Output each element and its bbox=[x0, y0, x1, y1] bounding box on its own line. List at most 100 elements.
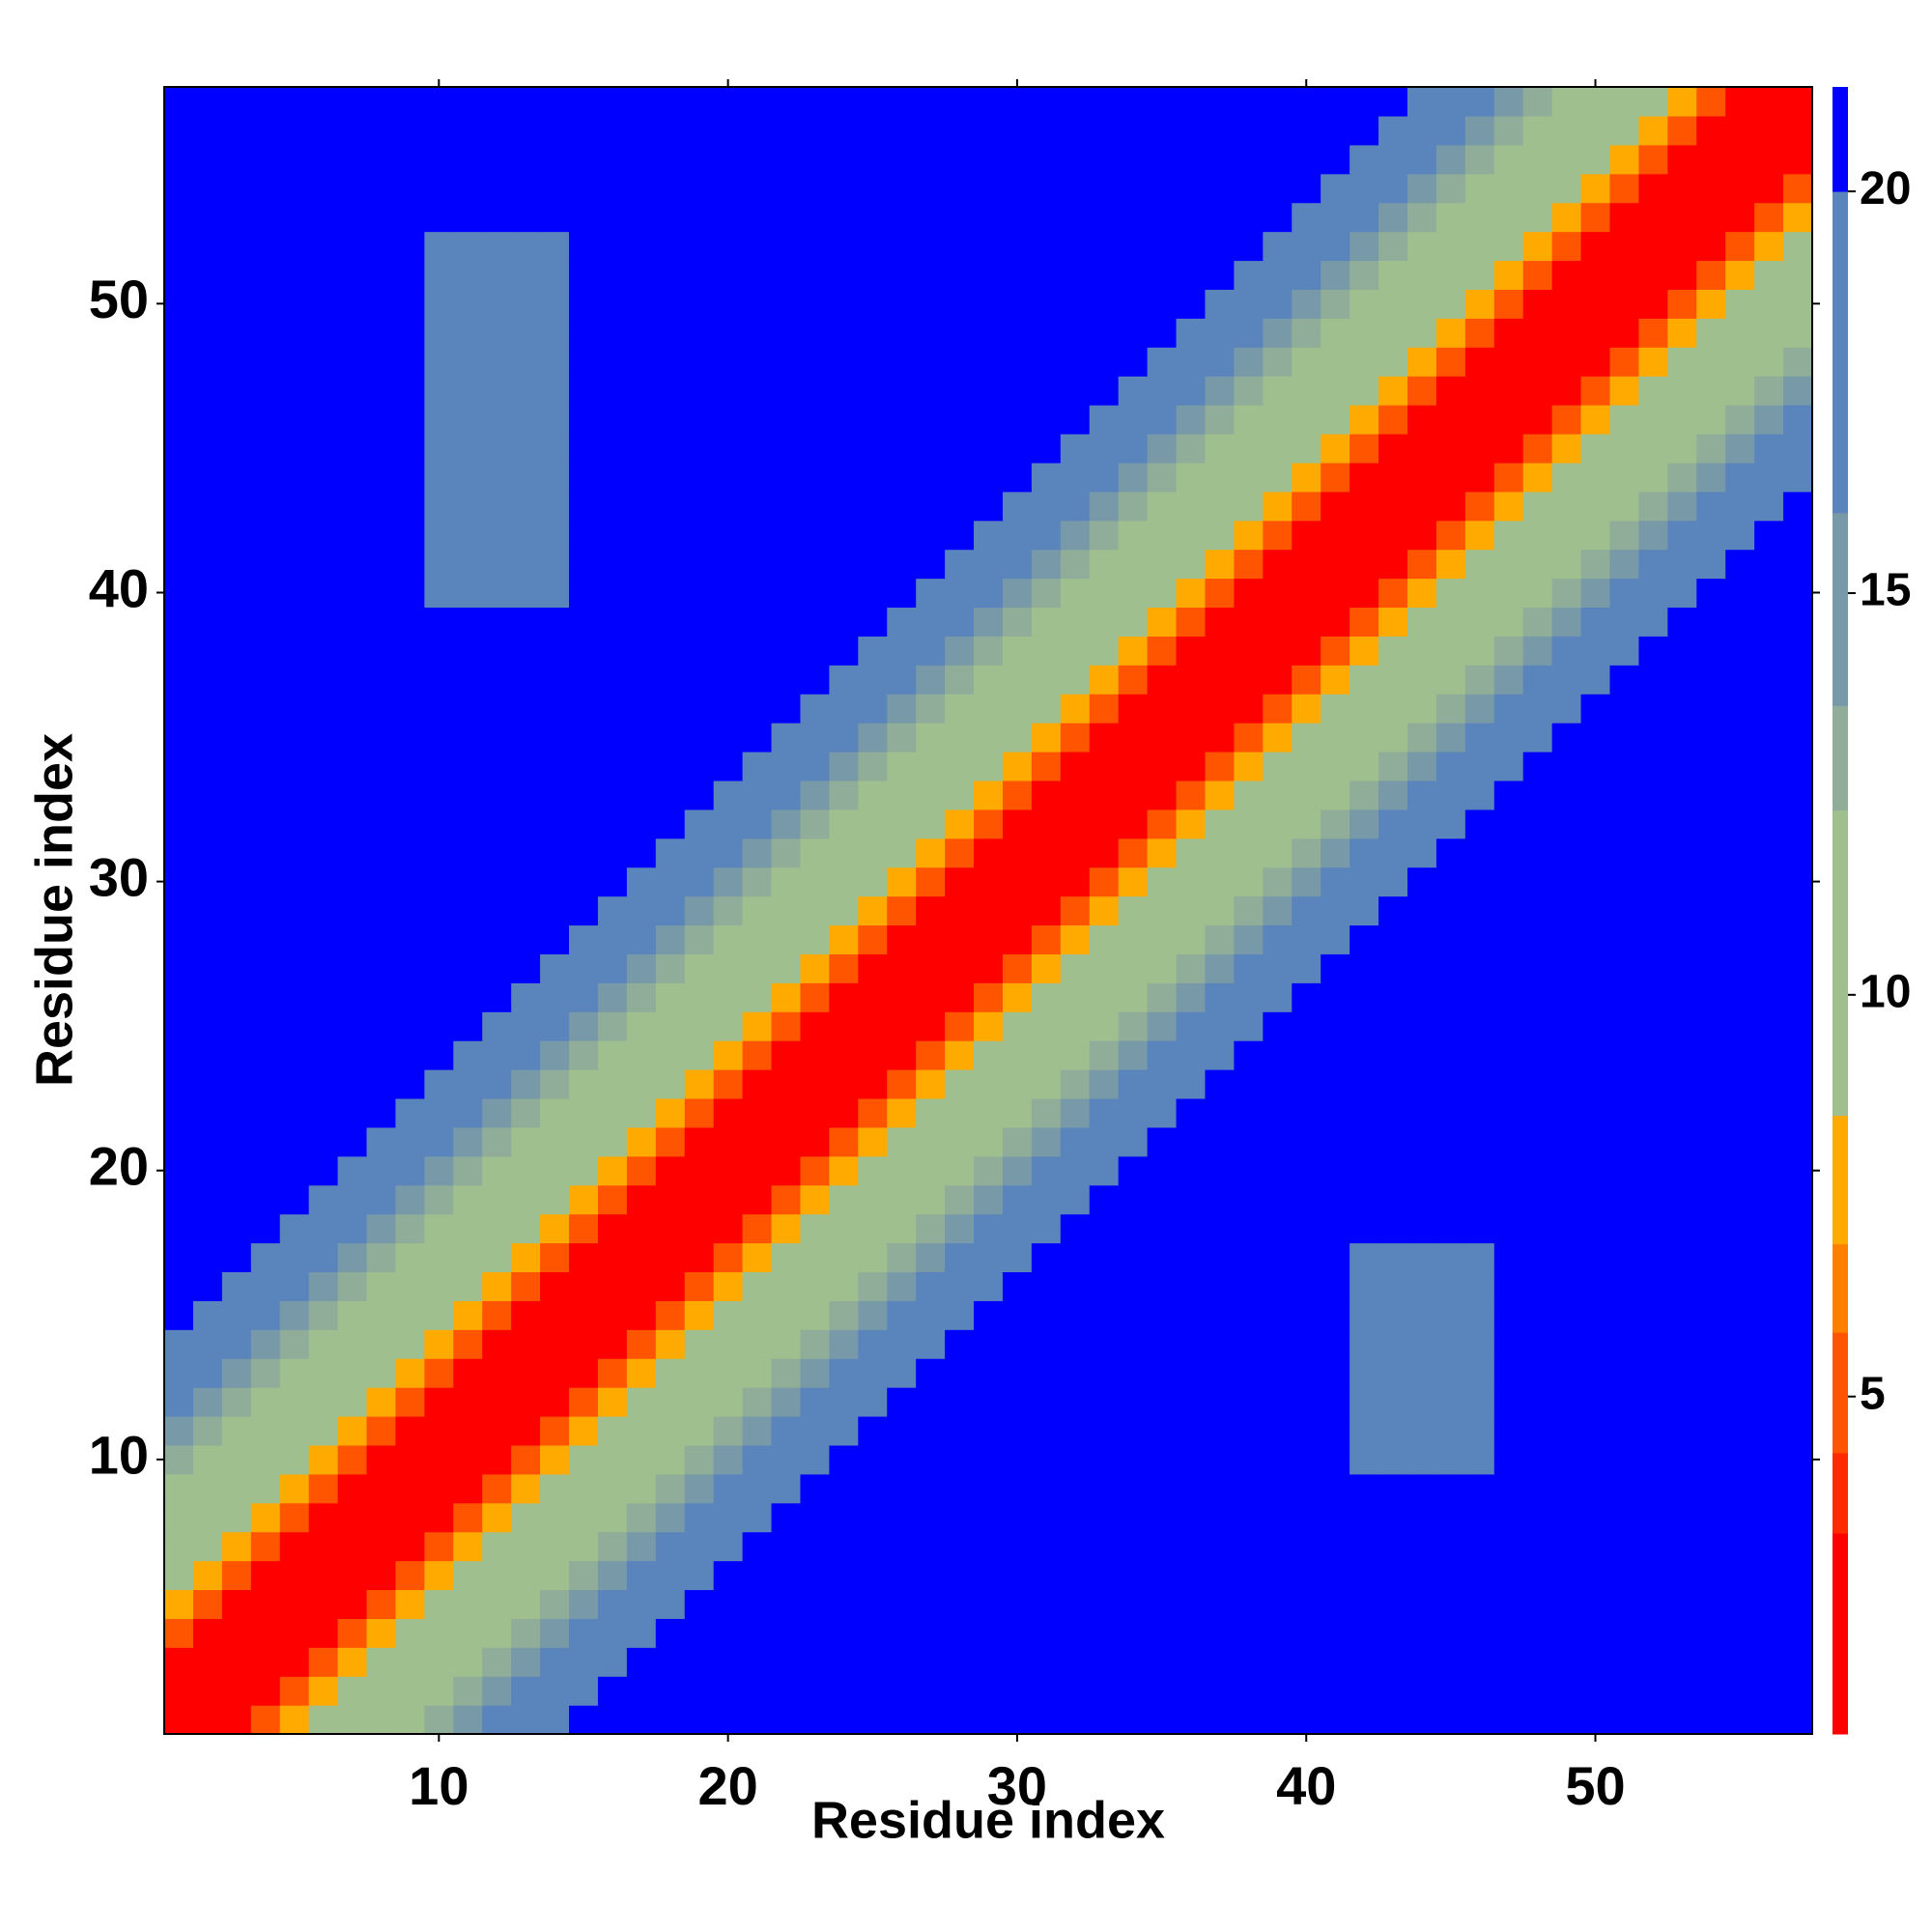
heatmap-cell bbox=[1667, 751, 1697, 781]
heatmap-cell bbox=[1638, 1705, 1668, 1735]
heatmap-cell bbox=[1234, 723, 1264, 753]
heatmap-cell bbox=[1350, 1560, 1379, 1591]
heatmap-cell bbox=[511, 1560, 541, 1591]
heatmap-cell bbox=[1406, 751, 1437, 781]
heatmap-cell bbox=[482, 723, 512, 753]
heatmap-cell bbox=[626, 665, 657, 695]
heatmap-cell bbox=[1147, 1589, 1178, 1619]
heatmap-cell bbox=[626, 838, 657, 868]
heatmap-cell bbox=[279, 260, 310, 290]
heatmap-cell bbox=[1263, 665, 1293, 695]
heatmap-cell bbox=[1234, 867, 1264, 897]
heatmap-cell bbox=[250, 347, 281, 377]
heatmap-cell bbox=[1031, 347, 1062, 377]
heatmap-cell bbox=[1147, 1618, 1178, 1648]
heatmap-cell bbox=[482, 1415, 512, 1446]
heatmap-cell bbox=[1089, 1647, 1120, 1677]
heatmap-cell bbox=[279, 433, 310, 464]
heatmap-cell bbox=[1551, 1184, 1582, 1215]
heatmap-cell bbox=[164, 982, 194, 1012]
heatmap-cell bbox=[482, 1329, 512, 1359]
heatmap-cell bbox=[1522, 1271, 1553, 1301]
heatmap-cell bbox=[192, 1444, 223, 1475]
heatmap-cell bbox=[742, 867, 773, 897]
heatmap-cell bbox=[1263, 1329, 1293, 1359]
x-axis-title: Residue index bbox=[811, 1791, 1165, 1849]
heatmap-cell bbox=[1667, 376, 1697, 406]
heatmap-cell bbox=[1464, 520, 1495, 551]
heatmap-cell bbox=[395, 578, 425, 609]
heatmap-cell bbox=[1725, 115, 1755, 146]
heatmap-cell bbox=[540, 520, 570, 551]
heatmap-cell bbox=[250, 318, 281, 348]
heatmap-cell bbox=[1725, 1040, 1755, 1070]
heatmap-cell bbox=[308, 1271, 339, 1301]
heatmap-cell bbox=[1205, 1647, 1236, 1677]
heatmap-cell bbox=[1089, 867, 1120, 897]
heatmap-cell bbox=[279, 1387, 310, 1417]
heatmap-cell bbox=[597, 982, 628, 1012]
heatmap-cell bbox=[1350, 231, 1379, 262]
heatmap-cell bbox=[1551, 578, 1582, 609]
heatmap-cell bbox=[771, 115, 802, 146]
heatmap-cell bbox=[1638, 462, 1668, 493]
heatmap-cell bbox=[164, 809, 194, 839]
heatmap-cell bbox=[684, 1502, 715, 1533]
heatmap-cell bbox=[511, 462, 541, 493]
heatmap-cell bbox=[1147, 1271, 1178, 1301]
heatmap-cell bbox=[684, 1589, 715, 1619]
heatmap-cell bbox=[1292, 1618, 1321, 1648]
heatmap-cell bbox=[1205, 1155, 1236, 1186]
heatmap-cell bbox=[1435, 87, 1466, 117]
heatmap-cell bbox=[453, 87, 483, 117]
heatmap-cell bbox=[1234, 1126, 1264, 1157]
heatmap-cell bbox=[250, 173, 281, 204]
heatmap-cell bbox=[1060, 780, 1091, 810]
heatmap-cell bbox=[424, 1097, 454, 1128]
heatmap-cell bbox=[1031, 1300, 1062, 1330]
heatmap-cell bbox=[1089, 433, 1120, 464]
heatmap-cell bbox=[1089, 289, 1120, 319]
heatmap-cell bbox=[1783, 1300, 1813, 1330]
heatmap-cell bbox=[1406, 1184, 1437, 1215]
heatmap-cell bbox=[1118, 607, 1149, 637]
heatmap-cell bbox=[1031, 231, 1062, 262]
heatmap-cell bbox=[221, 520, 252, 551]
heatmap-cell bbox=[540, 318, 570, 348]
heatmap-cell bbox=[569, 1069, 599, 1099]
heatmap-cell bbox=[858, 1589, 888, 1619]
heatmap-cell bbox=[916, 1502, 946, 1533]
heatmap-cell bbox=[221, 1358, 252, 1388]
heatmap-cell bbox=[540, 376, 570, 406]
heatmap-cell bbox=[1205, 1560, 1236, 1591]
heatmap-cell bbox=[540, 1329, 570, 1359]
heatmap-cell bbox=[887, 1531, 917, 1562]
heatmap-cell bbox=[684, 144, 715, 175]
heatmap-cell bbox=[1754, 578, 1784, 609]
heatmap-cell bbox=[713, 636, 744, 666]
heatmap-cell bbox=[1464, 1271, 1495, 1301]
heatmap-cell bbox=[1147, 867, 1178, 897]
heatmap-cell bbox=[1638, 1329, 1668, 1359]
heatmap-cell bbox=[395, 1271, 425, 1301]
heatmap-cell bbox=[800, 1184, 830, 1215]
heatmap-cell bbox=[221, 1705, 252, 1735]
heatmap-cell bbox=[597, 1040, 628, 1070]
heatmap-cell bbox=[1435, 318, 1466, 348]
heatmap-cell bbox=[1176, 636, 1207, 666]
heatmap-cell bbox=[1378, 289, 1408, 319]
heatmap-cell bbox=[684, 578, 715, 609]
heatmap-cell bbox=[1002, 924, 1033, 954]
heatmap-cell bbox=[1580, 636, 1611, 666]
heatmap-cell bbox=[1176, 144, 1207, 175]
heatmap-cell bbox=[1551, 1560, 1582, 1591]
heatmap-cell bbox=[1176, 1531, 1207, 1562]
heatmap-cell bbox=[1667, 549, 1697, 580]
heatmap-cell bbox=[1378, 376, 1408, 406]
heatmap-cell bbox=[1118, 665, 1149, 695]
heatmap-cell bbox=[1406, 1358, 1437, 1388]
heatmap-cell bbox=[1176, 1155, 1207, 1186]
heatmap-cell bbox=[1031, 1531, 1062, 1562]
heatmap-cell bbox=[540, 1097, 570, 1128]
heatmap-cell bbox=[1263, 173, 1293, 204]
